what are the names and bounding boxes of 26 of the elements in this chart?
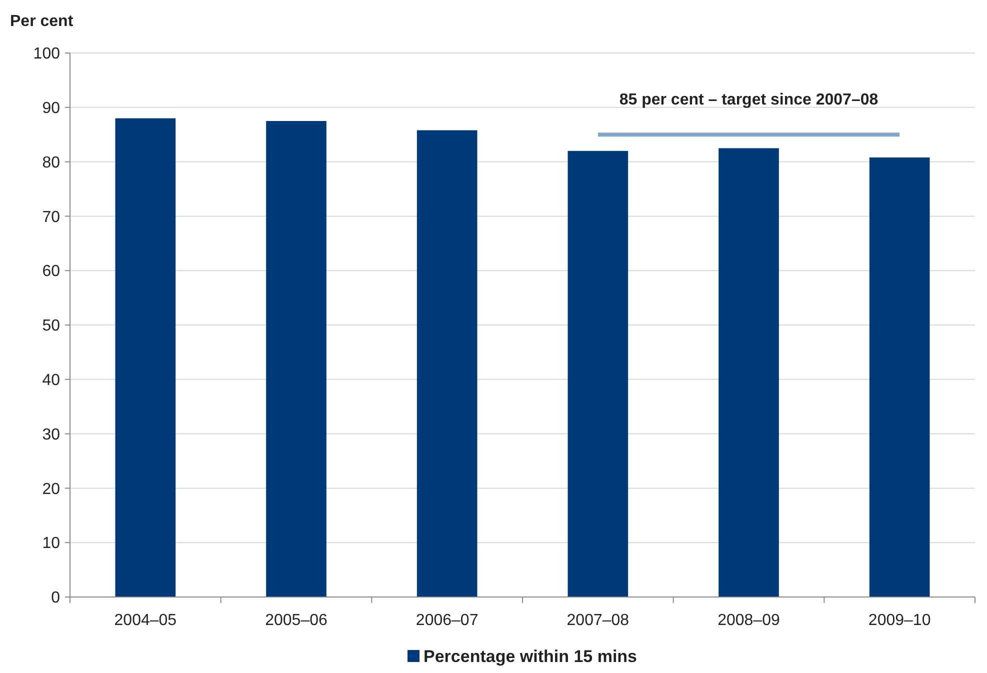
- y-tick-label: 90: [42, 100, 60, 117]
- x-tick-label: 2004–05: [114, 612, 177, 629]
- legend-label: Percentage within 15 mins: [424, 647, 638, 666]
- x-tick-label: 2006–07: [416, 612, 478, 629]
- y-axis-title: Per cent: [10, 13, 74, 30]
- y-tick-label: 20: [42, 480, 60, 498]
- y-tick-label: 50: [42, 318, 60, 335]
- x-tick-label: 2008–09: [718, 612, 780, 629]
- y-tick-label: 0: [51, 590, 60, 607]
- y-tick-label: 80: [42, 154, 60, 172]
- y-tick-label: 70: [42, 208, 60, 226]
- annotation: 85 per cent – target since 2007–08: [619, 92, 878, 109]
- y-tick-label: 40: [42, 372, 60, 389]
- x-tick-label: 2005–06: [265, 612, 328, 629]
- bar: [115, 118, 176, 597]
- bar: [416, 130, 478, 597]
- bar: [266, 121, 326, 597]
- y-tick-label: 10: [42, 535, 60, 552]
- y-tick-label: 30: [42, 426, 60, 444]
- bar: [869, 157, 930, 597]
- bar: [568, 150, 628, 597]
- x-tick-label: 2009–10: [868, 612, 931, 629]
- x-tick-label: 2007–08: [566, 612, 630, 629]
- y-tick-label: 60: [42, 263, 60, 280]
- bar: [718, 148, 779, 597]
- y-tick-label: 100: [33, 46, 60, 63]
